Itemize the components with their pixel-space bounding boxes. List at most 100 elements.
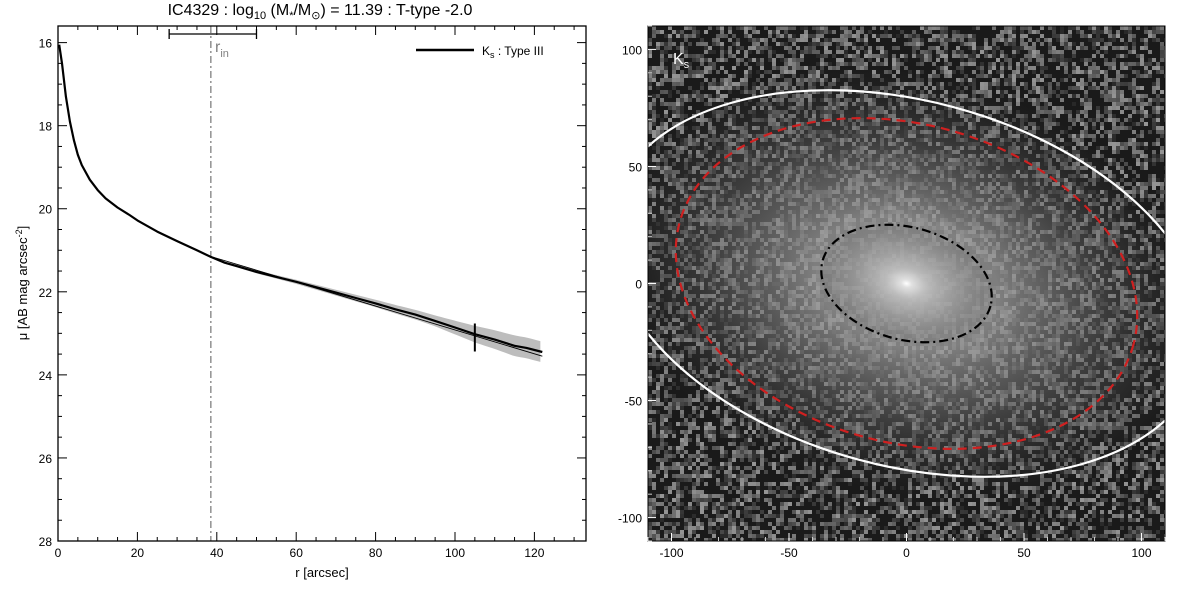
noise-pixel bbox=[904, 54, 908, 58]
noise-pixel bbox=[868, 30, 872, 34]
noise-pixel bbox=[1012, 26, 1016, 30]
noise-pixel bbox=[692, 30, 696, 34]
noise-pixel bbox=[852, 26, 856, 30]
noise-pixel bbox=[648, 38, 652, 42]
noise-pixel bbox=[1068, 42, 1072, 46]
noise-pixel bbox=[648, 86, 652, 90]
noise-pixel bbox=[772, 50, 776, 54]
noise-pixel bbox=[1036, 98, 1040, 102]
noise-pixel bbox=[956, 66, 960, 70]
noise-pixel bbox=[860, 46, 864, 50]
noise-pixel bbox=[812, 42, 816, 46]
noise-pixel bbox=[844, 62, 848, 66]
noise-pixel bbox=[836, 62, 840, 66]
noise-pixel bbox=[776, 30, 780, 34]
noise-pixel bbox=[944, 70, 948, 74]
noise-pixel bbox=[1000, 50, 1004, 54]
noise-pixel bbox=[740, 26, 744, 30]
noise-pixel bbox=[1128, 30, 1132, 34]
noise-pixel bbox=[1024, 26, 1028, 30]
noise-pixel bbox=[900, 62, 904, 66]
noise-pixel bbox=[1148, 30, 1152, 34]
noise-pixel bbox=[1084, 58, 1088, 62]
noise-pixel bbox=[1156, 142, 1160, 146]
noise-pixel bbox=[736, 46, 740, 50]
noise-pixel bbox=[880, 46, 884, 50]
noise-pixel bbox=[680, 30, 684, 34]
legend-label: Ks : Type III bbox=[482, 44, 544, 60]
noise-pixel bbox=[1028, 90, 1032, 94]
noise-pixel bbox=[992, 26, 996, 30]
noise-pixel bbox=[1144, 66, 1148, 70]
noise-pixel bbox=[1128, 50, 1132, 54]
noise-pixel bbox=[812, 46, 816, 50]
profile-plot-content bbox=[58, 26, 543, 541]
noise-pixel bbox=[972, 58, 976, 62]
noise-pixel bbox=[1148, 34, 1152, 38]
noise-pixel bbox=[1136, 174, 1140, 178]
noise-pixel bbox=[916, 54, 920, 58]
noise-pixel bbox=[876, 54, 880, 58]
noise-pixel bbox=[752, 42, 756, 46]
noise-pixel bbox=[1152, 126, 1156, 130]
noise-pixel bbox=[1140, 98, 1144, 102]
noise-pixel bbox=[1040, 70, 1044, 74]
noise-pixel bbox=[1000, 66, 1004, 70]
noise-pixel bbox=[708, 46, 712, 50]
noise-pixel bbox=[688, 66, 692, 70]
noise-pixel bbox=[1076, 86, 1080, 90]
noise-pixel bbox=[1132, 142, 1136, 146]
noise-pixel bbox=[692, 70, 696, 74]
y-tick-label: 20 bbox=[39, 203, 53, 217]
noise-pixel bbox=[988, 82, 992, 86]
noise-pixel bbox=[1092, 66, 1096, 70]
noise-pixel bbox=[848, 34, 852, 38]
noise-pixel bbox=[832, 54, 836, 58]
noise-pixel bbox=[940, 30, 944, 34]
noise-pixel bbox=[1124, 142, 1128, 146]
noise-pixel bbox=[984, 46, 988, 50]
noise-pixel bbox=[1160, 58, 1164, 62]
noise-pixel bbox=[1004, 38, 1008, 42]
noise-pixel bbox=[652, 34, 656, 38]
noise-pixel bbox=[1088, 86, 1092, 90]
noise-pixel bbox=[1108, 118, 1112, 122]
noise-pixel bbox=[1132, 62, 1136, 66]
noise-pixel bbox=[652, 106, 656, 110]
noise-pixel bbox=[852, 34, 856, 38]
noise-pixel bbox=[704, 46, 708, 50]
noise-pixel bbox=[1048, 86, 1052, 90]
noise-pixel bbox=[804, 50, 808, 54]
noise-pixel bbox=[876, 62, 880, 66]
noise-pixel bbox=[1056, 34, 1060, 38]
noise-pixel bbox=[1116, 78, 1120, 82]
noise-pixel bbox=[1128, 142, 1132, 146]
noise-pixel bbox=[1152, 86, 1156, 90]
noise-pixel bbox=[1124, 102, 1128, 106]
noise-pixel bbox=[728, 82, 732, 86]
noise-pixel bbox=[1008, 78, 1012, 82]
noise-pixel bbox=[720, 34, 724, 38]
noise-pixel bbox=[1128, 126, 1132, 130]
noise-pixel bbox=[1092, 54, 1096, 58]
noise-pixel bbox=[936, 54, 940, 58]
noise-pixel bbox=[1132, 146, 1136, 150]
noise-pixel bbox=[1040, 54, 1044, 58]
noise-pixel bbox=[936, 38, 940, 42]
noise-pixel bbox=[1016, 86, 1020, 90]
noise-pixel bbox=[1092, 134, 1096, 138]
noise-pixel bbox=[1044, 106, 1048, 110]
noise-pixel bbox=[1120, 122, 1124, 126]
noise-pixel bbox=[960, 78, 964, 82]
noise-pixel bbox=[1132, 90, 1136, 94]
noise-pixel bbox=[1084, 94, 1088, 98]
noise-pixel bbox=[736, 62, 740, 66]
noise-pixel bbox=[652, 102, 656, 106]
noise-pixel bbox=[940, 34, 944, 38]
noise-pixel bbox=[952, 54, 956, 58]
noise-pixel bbox=[1072, 50, 1076, 54]
noise-pixel bbox=[756, 62, 760, 66]
noise-pixel bbox=[712, 50, 716, 54]
noise-pixel bbox=[1040, 42, 1044, 46]
noise-pixel bbox=[740, 58, 744, 62]
